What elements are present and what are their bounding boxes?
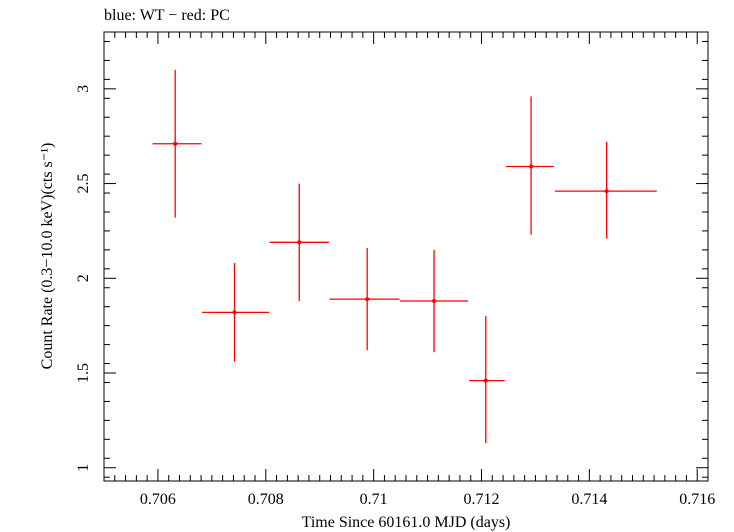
data-point [329, 247, 400, 351]
data-marker [529, 164, 534, 169]
axis-tick-labels: 0.706 0.708 0.71 0.712 0.714 0.716 1 1.5 2 2.5 3 [75, 85, 715, 508]
data-marker [604, 189, 609, 194]
data-points [152, 69, 657, 444]
x-tick-label: 0.716 [679, 491, 715, 508]
data-point [152, 69, 202, 218]
plot-frame [103, 31, 709, 482]
y-tick-label: 1.5 [75, 363, 92, 383]
data-marker [297, 240, 302, 245]
data-point [400, 249, 469, 353]
data-point [269, 183, 329, 302]
y-tick-label: 1 [75, 464, 92, 472]
data-marker [365, 297, 370, 302]
data-point [505, 96, 554, 235]
data-point [469, 316, 505, 444]
y-tick-label: 3 [75, 85, 92, 93]
y-tick-label: 2 [75, 274, 92, 282]
y-tick-label: 2.5 [75, 174, 92, 194]
x-tick-label: 0.708 [248, 491, 284, 508]
data-point [202, 263, 270, 362]
data-marker [432, 299, 437, 304]
x-axis-label: Time Since 60161.0 MJD (days) [302, 514, 511, 531]
data-marker [483, 378, 488, 383]
x-tick-label: 0.714 [571, 491, 607, 508]
data-marker [173, 141, 178, 146]
y-axis-label: Count Rate (0.3−10.0 keV)(cts s⁻¹) [39, 143, 56, 370]
x-tick-label: 0.712 [464, 491, 500, 508]
chart-title: blue: WT − red: PC [104, 7, 230, 24]
data-point [554, 141, 657, 239]
data-marker [232, 310, 237, 315]
axis-ticks [104, 32, 709, 481]
x-tick-label: 0.706 [140, 491, 176, 508]
x-tick-label: 0.71 [360, 491, 388, 508]
